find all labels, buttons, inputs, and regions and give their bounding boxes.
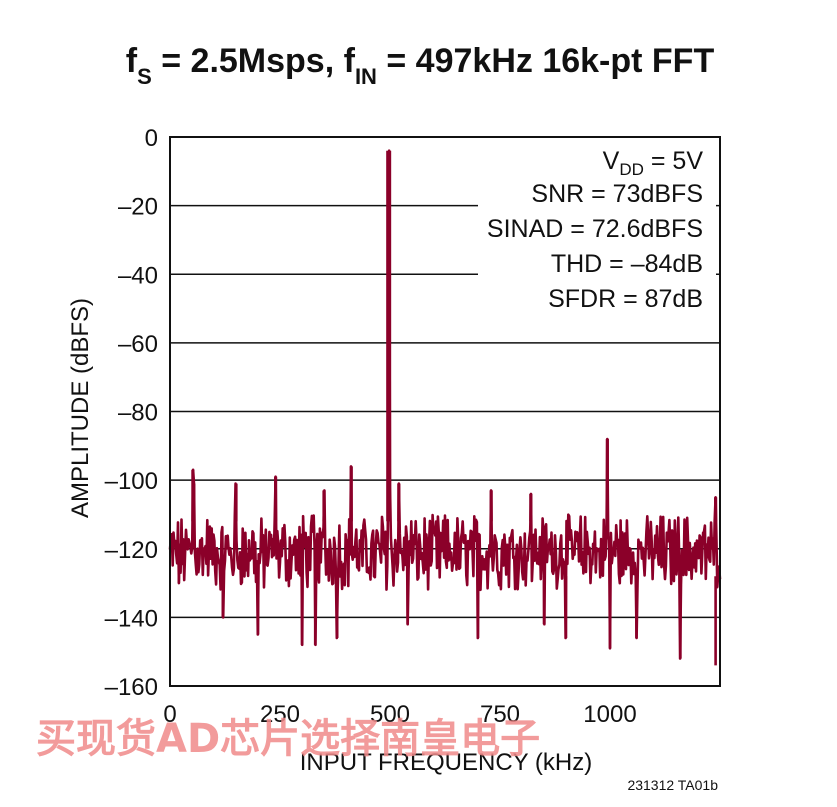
y-tick-label: –100	[105, 468, 158, 495]
annotation-vdd: VDD = 5V	[603, 147, 704, 179]
x-tick-label: 0	[163, 701, 176, 728]
spec-annotations: VDD = 5V SNR = 73dBFS SINAD = 72.6dBFS T…	[478, 141, 716, 315]
figure-code: 231312 TA01b	[627, 777, 718, 793]
x-tick-labels: 0 250 500 750 1000	[163, 701, 636, 728]
y-tick-label: –160	[105, 674, 158, 701]
x-tick-label: 500	[370, 701, 410, 728]
annotation-snr: SNR = 73dBFS	[531, 180, 703, 208]
y-tick-label: –60	[118, 331, 158, 358]
annotation-sfdr: SFDR = 87dB	[548, 285, 703, 313]
x-axis-label: INPUT FREQUENCY (kHz)	[300, 749, 592, 776]
spectrum-line	[168, 149, 722, 660]
y-tick-labels: 0 –20 –40 –60 –80 –100 –120 –140 –160	[105, 125, 158, 701]
fft-trace	[168, 149, 722, 666]
y-tick-label: –40	[118, 262, 158, 289]
y-tick-label: –20	[118, 194, 158, 221]
annotation-thd: THD = –84dB	[551, 250, 703, 278]
plot-frame	[169, 136, 721, 687]
y-axis-label: AMPLITUDE (dBFS)	[67, 298, 94, 518]
annotation-sinad: SINAD = 72.6dBFS	[487, 215, 703, 243]
x-tick-label: 1000	[583, 701, 636, 728]
y-tick-label: –120	[105, 537, 158, 564]
x-tick-label: 750	[480, 701, 520, 728]
y-tick-label: –80	[118, 400, 158, 427]
x-tick-label: 250	[260, 701, 300, 728]
y-tick-label: 0	[145, 125, 158, 152]
chart-title: fS = 2.5Msps, fIN = 497kHz 16k-pt FFT	[126, 42, 715, 89]
watermark-text: 买现货AD芯片选择南皇电子	[36, 716, 540, 762]
y-tick-label: –140	[105, 605, 158, 632]
